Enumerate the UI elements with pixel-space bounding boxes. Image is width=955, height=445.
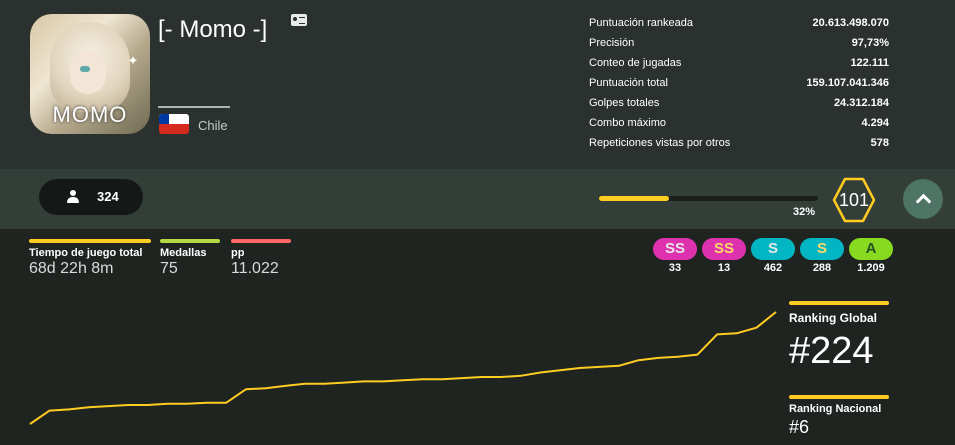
stat-value: 20.613.498.070 xyxy=(812,17,889,29)
grade-badge: S xyxy=(800,238,844,260)
followers-button[interactable]: 324 xyxy=(39,179,143,215)
sparkle-icon: ✦ xyxy=(127,53,139,68)
level-progress-fill xyxy=(599,196,670,201)
stats-table: Puntuación rankeada 20.613.498.070 Precisi… xyxy=(589,13,889,153)
grade-count: 288 xyxy=(812,262,832,274)
level-progress-label: 32% xyxy=(793,206,816,218)
stat-label: Repeticiones vistas por otros xyxy=(589,137,731,149)
metric-block: pp 11.022 xyxy=(231,239,291,278)
metric-block: Medallas 75 xyxy=(160,239,220,278)
rank-history-line xyxy=(29,311,777,425)
divider xyxy=(158,106,230,108)
chile-flag-icon[interactable] xyxy=(159,114,189,134)
stat-row: Conteo de jugadas 122.111 xyxy=(589,53,889,73)
stat-value: 4.294 xyxy=(861,117,889,129)
ranking-national-bar xyxy=(789,395,889,399)
ranking-global-label: Ranking Global xyxy=(789,311,878,325)
metric-label: pp xyxy=(231,247,245,259)
stat-label: Puntuación total xyxy=(589,77,668,89)
ranking-global-value: #224 xyxy=(789,330,874,372)
grade-badge: A xyxy=(849,238,893,260)
chevron-up-icon[interactable] xyxy=(903,179,943,219)
stat-row: Golpes totales 24.312.184 xyxy=(589,93,889,113)
metric-bar xyxy=(29,239,151,243)
profile-header: ✦ MOMO [- Momo -] Chile Puntuación ranke… xyxy=(0,0,955,169)
stat-label: Combo máximo xyxy=(589,117,667,129)
stat-row: Puntuación rankeada 20.613.498.070 xyxy=(589,13,889,33)
grade-count: 13 xyxy=(717,262,731,274)
metric-value: 11.022 xyxy=(231,260,279,277)
stat-row: Puntuación total 159.107.041.346 xyxy=(589,73,889,93)
grade-badge: SS xyxy=(702,238,746,260)
stat-value: 578 xyxy=(870,137,889,149)
stat-value: 159.107.041.346 xyxy=(806,77,889,89)
stat-value: 97,73% xyxy=(851,37,889,49)
stat-label: Precisión xyxy=(589,37,635,49)
stat-row: Combo máximo 4.294 xyxy=(589,113,889,133)
metric-label: Medallas xyxy=(160,247,207,259)
grade-item: A 1.209 xyxy=(848,238,894,274)
level-value: 101 xyxy=(838,190,870,210)
level-progress-bar xyxy=(599,196,818,201)
stat-label: Golpes totales xyxy=(589,97,660,109)
metric-block: Tiempo de juego total 68d 22h 8m xyxy=(29,239,151,278)
username: [- Momo -] xyxy=(158,16,268,43)
grade-count: 33 xyxy=(668,262,682,274)
grade-item: S 288 xyxy=(799,238,845,274)
ranking-national-value: #6 xyxy=(789,417,810,437)
followers-count: 324 xyxy=(97,189,119,204)
grade-badge: S xyxy=(751,238,795,260)
ranking-national-label: Ranking Nacional xyxy=(789,403,882,415)
stat-row: Precisión 97,73% xyxy=(589,33,889,53)
country-name[interactable]: Chile xyxy=(198,118,228,133)
level-badge-icon xyxy=(832,177,876,223)
grade-item: SS 13 xyxy=(701,238,747,274)
grade-count: 462 xyxy=(763,262,783,274)
avatar[interactable]: ✦ MOMO xyxy=(30,14,150,134)
stat-row: Repeticiones vistas por otros 578 xyxy=(589,133,889,153)
metric-label: Tiempo de juego total xyxy=(29,247,143,259)
stat-label: Puntuación rankeada xyxy=(589,17,693,29)
metric-value: 75 xyxy=(160,260,178,277)
metric-bar xyxy=(231,239,291,243)
rank-history-chart[interactable] xyxy=(28,310,778,430)
grade-item: S 462 xyxy=(750,238,796,274)
grade-item: SS 33 xyxy=(652,238,698,274)
ranking-global-bar xyxy=(789,301,889,305)
person-icon xyxy=(66,190,80,204)
grade-badge: SS xyxy=(653,238,697,260)
avatar-face xyxy=(70,50,106,94)
metric-value: 68d 22h 8m xyxy=(29,260,114,277)
avatar-eye xyxy=(80,66,90,72)
avatar-caption: MOMO xyxy=(52,102,128,127)
stat-value: 24.312.184 xyxy=(833,97,889,109)
stat-value: 122.111 xyxy=(850,57,889,69)
grade-count: 1.209 xyxy=(857,262,885,274)
metric-bar xyxy=(160,239,220,243)
grade-counts: SS 33 SS 13 S 462 S 288 A 1.209 xyxy=(652,238,894,274)
id-card-icon[interactable] xyxy=(291,14,307,26)
stat-label: Conteo de jugadas xyxy=(589,57,682,69)
